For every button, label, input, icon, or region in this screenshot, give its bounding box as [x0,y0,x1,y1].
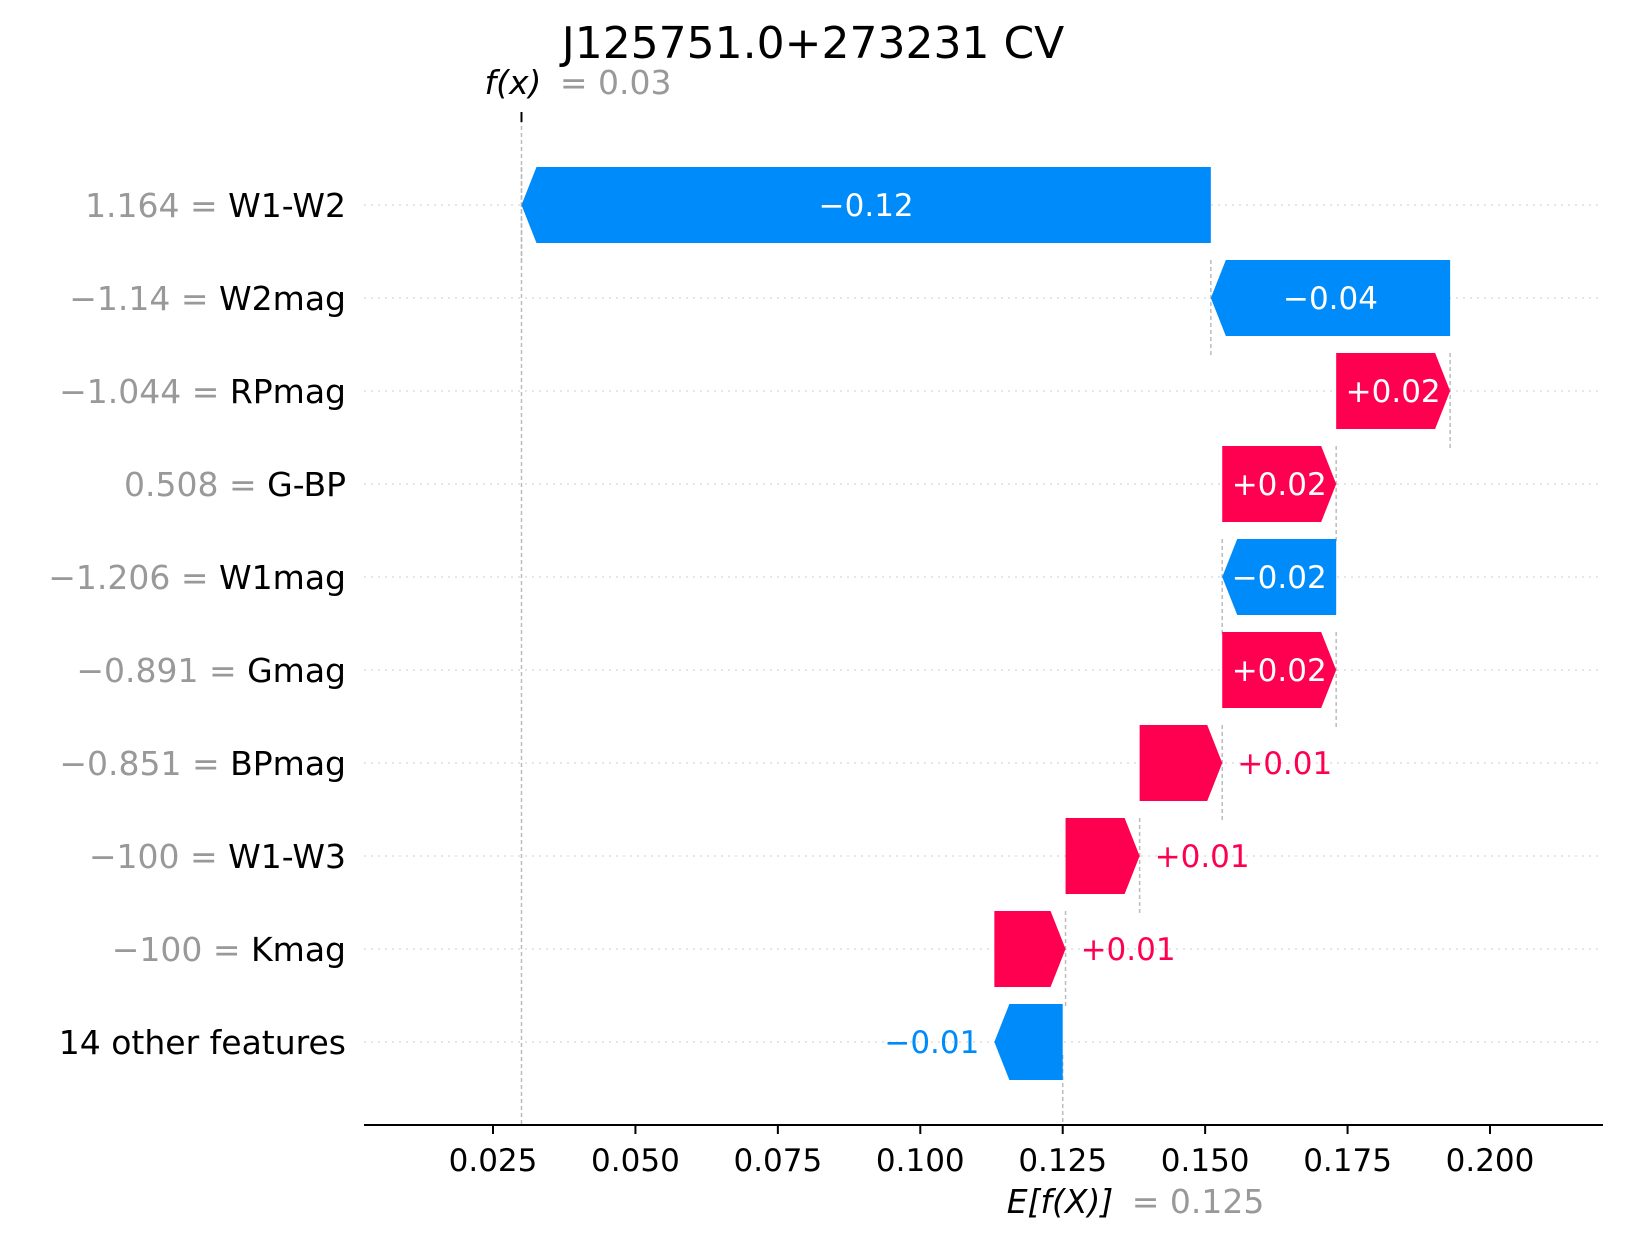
feature-value: −100 = [89,837,228,876]
feature-value: −1.206 = [48,558,219,597]
base-value: = 0.125 [1132,1182,1265,1221]
waterfall-bar [994,911,1066,987]
waterfall-bar [1210,260,1451,336]
x-tick-label: 0.025 [449,1143,538,1179]
fx-annotation-text: f(x) = 0.03 [484,63,671,102]
feature-value: 0.508 = [124,465,267,504]
waterfall-bar [994,1004,1063,1080]
feature-name: G-BP [267,465,346,504]
bar-value-label: +0.02 [1232,467,1327,503]
feature-value: −1.14 = [69,279,219,318]
feature-label: −0.891 = Gmag [76,651,346,690]
x-tick-label: 0.200 [1446,1143,1535,1179]
feature-value: −1.044 = [59,372,230,411]
feature-value: −0.891 = [76,651,247,690]
feature-name: Gmag [247,651,346,690]
feature-name: Kmag [251,930,346,969]
feature-name: W1mag [219,558,346,597]
bar-value-label: −0.04 [1283,281,1378,317]
feature-label: −1.14 = W2mag [69,279,346,318]
fx-annotation: f(x) = 0.03 [484,63,671,102]
waterfall-bar [1139,725,1223,801]
feature-label: 14 other features [59,1023,346,1062]
waterfall-bar [1222,446,1337,522]
bar-value-label: −0.12 [819,188,914,224]
base-label: E[f(X)] [1007,1182,1114,1221]
feature-value: −0.851 = [59,744,230,783]
bar-value-label: +0.02 [1346,374,1441,410]
chart-title: J125751.0+273231 CV [559,18,1065,69]
base-annotation: E[f(X)] = 0.125 [1007,1182,1265,1221]
feature-label: −0.851 = BPmag [59,744,346,783]
feature-name: 14 other features [59,1023,346,1062]
feature-name: W1-W3 [228,837,346,876]
feature-label: −1.206 = W1mag [48,558,346,597]
waterfall-bar [1065,818,1140,894]
x-axis: 0.025 0.050 0.075 0.100 0.125 0.150 0.175 0.200 [364,1124,1603,1179]
feature-label: 0.508 = G-BP [124,465,346,504]
bar-value-label: +0.01 [1081,932,1176,968]
feature-label: −100 = W1-W3 [89,837,346,876]
bar-value-label: +0.01 [1237,746,1332,782]
x-tick-label: 0.150 [1161,1143,1250,1179]
fx-label: f(x) [484,63,541,102]
feature-name: W2mag [219,279,346,318]
feature-labels: 1.164 = W1-W2 −1.14 = W2mag −1.044 = RPmag… [48,186,346,1062]
x-tick-label: 0.125 [1018,1143,1107,1179]
waterfall-bar [1222,632,1337,708]
feature-value: 1.164 = [85,186,228,225]
bar-value-label: +0.01 [1155,839,1250,875]
bars: −0.12 −0.04 +0.02 +0.02 −0.02 +0.02 +0.01 +0.01… [521,167,1451,1080]
feature-name: W1-W2 [228,186,346,225]
base-annotation-text: E[f(X)] = 0.125 [1007,1182,1265,1221]
feature-name: BPmag [230,744,346,783]
waterfall-bar [1336,353,1451,429]
bar-value-label: −0.01 [884,1025,979,1061]
bar-value-label: +0.02 [1232,653,1327,689]
waterfall-bar [1222,539,1337,615]
feature-label: 1.164 = W1-W2 [85,186,346,225]
x-tick-label: 0.175 [1303,1143,1392,1179]
feature-name: RPmag [230,372,346,411]
waterfall-bar [521,167,1211,243]
x-tick-label: 0.075 [733,1143,822,1179]
feature-label: −1.044 = RPmag [59,372,346,411]
feature-label: −100 = Kmag [112,930,346,969]
connector-lines [520,112,1451,1125]
x-tick-label: 0.100 [876,1143,965,1179]
feature-value: −100 = [112,930,251,969]
fx-value: = 0.03 [560,63,672,102]
bar-value-label: −0.02 [1232,560,1327,596]
x-tick-label: 0.050 [591,1143,680,1179]
